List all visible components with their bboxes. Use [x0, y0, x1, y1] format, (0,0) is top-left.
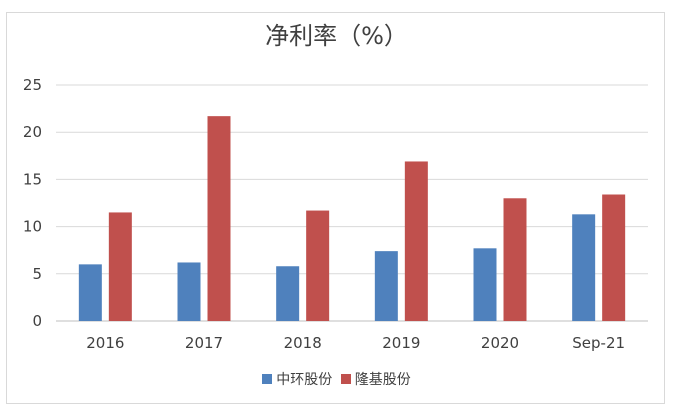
x-tick-label: 2016: [86, 334, 124, 352]
y-tick-label: 5: [32, 265, 42, 283]
legend-label-series-1: 中环股份: [276, 372, 333, 388]
x-tick-label: 2017: [185, 334, 223, 352]
y-tick-label: 10: [23, 218, 42, 236]
bar-series-2-2020: [503, 198, 527, 321]
chart-frame: [6, 12, 665, 404]
y-tick-label: 25: [23, 76, 42, 94]
bar-series-2-Sep-21: [602, 194, 626, 321]
bar-series-2-2017: [207, 116, 231, 321]
bar-series-2-2016: [108, 212, 132, 321]
legend: 中环股份 隆基股份: [0, 369, 673, 389]
x-axis-ticks: 2016 2017 2018 2019 2020 Sep-21: [86, 334, 625, 352]
legend-item-series-2: 隆基股份: [340, 369, 411, 389]
bar-series-1-2020: [473, 248, 497, 321]
bar-series-1-Sep-21: [572, 214, 596, 321]
bar-series-2-2018: [306, 210, 330, 321]
bar-series-1-2016: [78, 264, 102, 321]
bar-series-1-2019: [374, 251, 398, 321]
x-tick-label: 2019: [382, 334, 420, 352]
bar-series-2-2019: [404, 161, 428, 321]
x-tick-label: 2018: [284, 334, 322, 352]
y-tick-label: 0: [32, 312, 42, 330]
bar-series-1-2018: [276, 266, 300, 321]
x-tick-label: 2020: [481, 334, 519, 352]
bar-series-1-2017: [177, 262, 201, 321]
y-axis-ticks: 0 5 10 15 20 25: [23, 76, 42, 330]
gridlines: [56, 84, 648, 322]
legend-label-series-2: 隆基股份: [354, 372, 411, 388]
chart-title: 净利率（%）: [265, 22, 408, 50]
bars: [78, 116, 626, 321]
legend-item-series-1: 中环股份: [262, 369, 332, 389]
y-tick-label: 15: [23, 170, 42, 188]
x-tick-label: Sep-21: [572, 334, 625, 352]
y-tick-label: 20: [23, 123, 42, 141]
legend-swatch-series-1: [262, 374, 273, 384]
legend-swatch-series-2: [340, 374, 351, 384]
